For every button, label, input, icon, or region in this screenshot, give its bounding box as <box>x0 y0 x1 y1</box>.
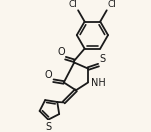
Text: S: S <box>99 54 106 64</box>
Text: O: O <box>57 47 65 57</box>
Text: NH: NH <box>91 78 105 88</box>
Text: O: O <box>45 70 53 80</box>
Text: Cl: Cl <box>68 0 77 9</box>
Text: S: S <box>45 122 51 132</box>
Text: Cl: Cl <box>108 0 116 9</box>
